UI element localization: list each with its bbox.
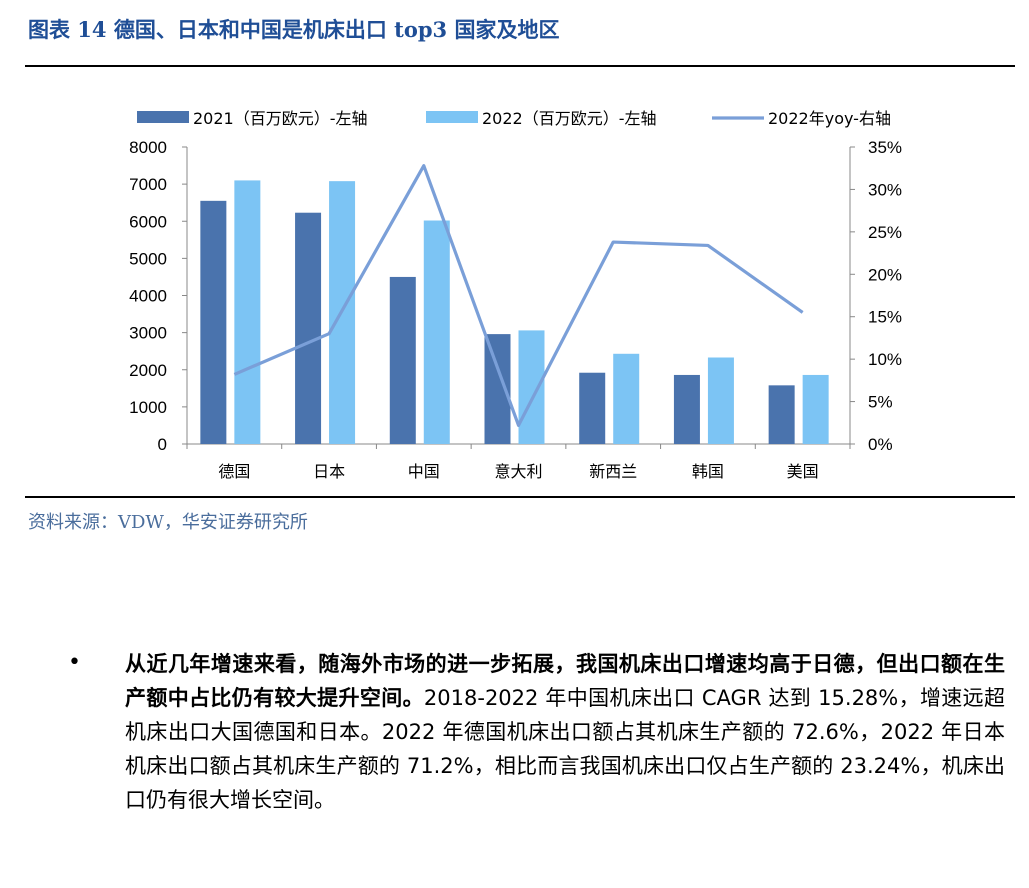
- bar-2021-0: [200, 200, 227, 444]
- right-tick-label: 20%: [868, 265, 902, 284]
- bar-2022-5: [707, 357, 734, 444]
- bar-2022-4: [613, 353, 640, 444]
- left-tick-label: 0: [158, 435, 167, 454]
- x-tick-label: 德国: [218, 462, 250, 481]
- figure-source: 资料来源：VDW，华安证券研究所: [28, 512, 308, 533]
- x-tick-label: 中国: [408, 462, 440, 481]
- bullet-point: •: [68, 650, 81, 675]
- x-tick-label: 韩国: [692, 462, 724, 481]
- top-rule: [25, 65, 1015, 67]
- x-tick-label: 意大利: [494, 462, 542, 481]
- figure-title: 图表 14 德国、日本和中国是机床出口 top3 国家及地区: [28, 17, 560, 42]
- legend-swatch-1: [426, 111, 478, 123]
- left-tick-label: 1000: [129, 398, 167, 417]
- legend-label-1: 2022（百万欧元）-左轴: [482, 109, 657, 128]
- body-text: 2018-2022 年中国机床出口 CAGR 达到 15.28%，增速远超机床出…: [125, 686, 1006, 812]
- x-tick-label: 新西兰: [589, 462, 637, 481]
- bar-2022-6: [802, 374, 829, 444]
- right-tick-label: 30%: [868, 180, 902, 199]
- bar-2022-2: [423, 220, 450, 444]
- right-tick-label: 15%: [868, 308, 902, 327]
- left-tick-label: 8000: [129, 138, 167, 157]
- left-tick-label: 6000: [129, 212, 167, 231]
- lead-sentence: 从近几年增速来看，随海外市场的进一步拓展，我国机床出口增速均高于日德，但出口额在…: [125, 652, 1005, 710]
- bar-2021-6: [768, 385, 795, 444]
- left-tick-label: 3000: [129, 324, 167, 343]
- left-tick-label: 4000: [129, 287, 167, 306]
- right-tick-label: 5%: [868, 393, 893, 412]
- legend-label-0: 2021（百万欧元）-左轴: [193, 109, 368, 128]
- bar-2021-4: [579, 372, 606, 444]
- bar-2021-5: [673, 374, 700, 444]
- legend-swatch-0: [137, 111, 189, 123]
- right-tick-label: 0%: [868, 435, 893, 454]
- left-tick-label: 7000: [129, 175, 167, 194]
- bar-2021-2: [389, 276, 416, 444]
- bottom-rule: [25, 496, 1015, 498]
- body-paragraph: 从近几年增速来看，随海外市场的进一步拓展，我国机床出口增速均高于日德，但出口额在…: [125, 647, 1005, 817]
- x-tick-label: 日本: [313, 462, 345, 481]
- left-tick-label: 2000: [129, 361, 167, 380]
- x-tick-label: 美国: [787, 462, 819, 481]
- right-tick-label: 10%: [868, 350, 902, 369]
- legend-label-2: 2022年yoy-右轴: [768, 109, 891, 128]
- left-tick-label: 5000: [129, 249, 167, 268]
- right-tick-label: 25%: [868, 223, 902, 242]
- right-tick-label: 35%: [868, 138, 902, 157]
- bar-2021-1: [295, 212, 322, 444]
- bar-2022-0: [234, 180, 261, 444]
- bar-line-chart: 0 1000 2000 3000 4000 5000 6000 7000 8000 0% 5% 10%…: [129, 109, 902, 481]
- bar-2022-3: [518, 330, 545, 444]
